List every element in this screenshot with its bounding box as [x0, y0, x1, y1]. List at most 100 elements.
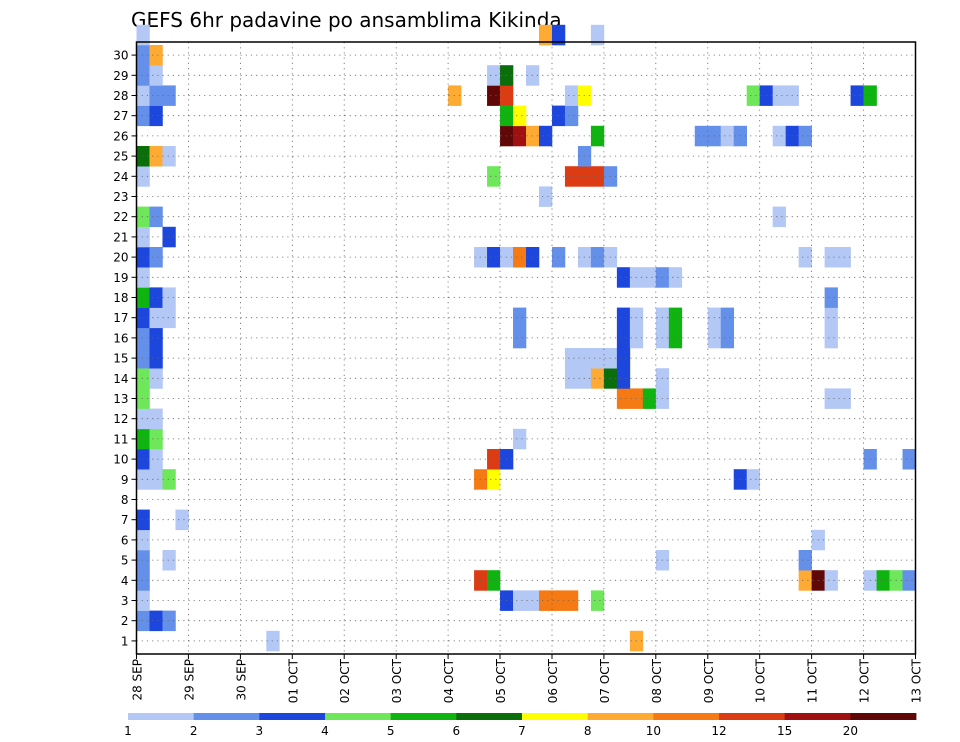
legend-swatch [193, 713, 260, 720]
precip-cell [136, 348, 150, 369]
precip-cell [746, 85, 760, 106]
precip-cell [136, 307, 150, 329]
precip-cell [149, 327, 163, 349]
precip-cell [642, 267, 657, 288]
precip-cell [149, 428, 163, 450]
legend-swatch [128, 713, 195, 720]
x-tick-label: 13 OCT [910, 658, 924, 703]
precipitation-cells [136, 24, 916, 652]
precip-cell [720, 327, 735, 349]
precip-cell [162, 146, 176, 167]
precip-cell [149, 105, 163, 127]
precip-cell [772, 125, 786, 147]
precip-cell [136, 45, 150, 66]
precip-cell [616, 348, 631, 369]
precip-cell [136, 206, 150, 228]
precip-cell [136, 428, 150, 450]
y-tick-label: 29 [113, 69, 128, 83]
precip-cell [487, 449, 501, 470]
precip-cell [564, 85, 579, 106]
precip-cell [136, 570, 150, 591]
precip-cell [136, 105, 150, 127]
precip-cell [149, 449, 163, 470]
precip-cell [850, 85, 864, 106]
precip-cell [798, 550, 812, 571]
precip-cell [824, 247, 838, 268]
y-axis-ticks: 1234567891011121314151617181920212223242… [113, 49, 137, 648]
precip-cell [564, 348, 579, 369]
precip-cell [564, 105, 579, 127]
legend-swatch [653, 713, 720, 720]
precip-cell [136, 550, 150, 571]
precip-cell [136, 388, 150, 409]
precip-cell [149, 206, 163, 228]
chart-title: GEFS 6hr padavine po ansamblima Kikinda [131, 8, 562, 32]
precip-cell [136, 449, 150, 470]
precip-cell [136, 226, 150, 248]
precip-cell [590, 368, 605, 389]
precip-cell [149, 348, 163, 369]
legend-label: 15 [777, 724, 792, 738]
precip-cell [487, 166, 501, 187]
precip-cell [720, 307, 735, 329]
x-tick-label: 09 OCT [702, 658, 716, 703]
y-tick-label: 22 [113, 210, 128, 224]
y-tick-label: 7 [121, 513, 129, 527]
precip-cell [162, 307, 176, 329]
precip-cell [824, 570, 838, 591]
legend-label: 3 [256, 724, 264, 738]
precip-cell [149, 85, 163, 106]
x-tick-label: 01 OCT [286, 658, 300, 703]
precip-cell [513, 428, 527, 450]
precip-cell [162, 610, 176, 632]
precip-cell [136, 166, 150, 187]
precip-cell [720, 125, 735, 147]
precip-cell [564, 368, 579, 389]
precip-cell [136, 24, 150, 46]
precip-cell [162, 550, 176, 571]
precip-cell [616, 388, 631, 409]
precip-cell [149, 65, 163, 86]
precip-cell [564, 590, 579, 611]
precip-cell [824, 287, 838, 308]
precip-cell [798, 125, 812, 147]
precip-cell [136, 610, 150, 632]
legend-label: 12 [711, 724, 726, 738]
precip-cell [136, 146, 150, 167]
precip-cell [746, 469, 760, 490]
precip-cell [538, 24, 553, 46]
x-tick-label: 02 OCT [338, 658, 352, 703]
precip-cell [149, 287, 163, 308]
x-tick-label: 30 SEP [234, 659, 248, 701]
y-tick-label: 30 [113, 49, 128, 63]
precip-cell [149, 368, 163, 389]
x-tick-label: 10 OCT [754, 658, 768, 703]
legend-label: 20 [843, 724, 858, 738]
precip-cell [513, 105, 527, 127]
precip-cell [149, 408, 163, 430]
y-tick-label: 4 [121, 574, 129, 588]
y-tick-label: 5 [121, 554, 129, 568]
color-legend: 1 2 3 4 5 6 7 8 10 12 15 20 [124, 713, 917, 738]
precip-cell [590, 24, 605, 46]
y-tick-label: 8 [121, 493, 129, 507]
legend-label: 2 [190, 724, 198, 738]
y-tick-label: 19 [113, 271, 128, 285]
y-tick-label: 25 [113, 150, 128, 164]
y-tick-label: 12 [113, 412, 128, 426]
precip-cell [136, 529, 150, 551]
precip-cell [616, 307, 631, 329]
y-tick-label: 13 [113, 392, 128, 406]
precip-cell [590, 247, 605, 268]
legend-swatch [719, 713, 786, 720]
precip-cell [694, 125, 709, 147]
precip-cell [136, 327, 150, 349]
precip-cell [551, 24, 566, 46]
precip-cell [136, 509, 150, 531]
precip-cell [136, 287, 150, 308]
x-tick-label: 11 OCT [806, 658, 820, 703]
legend-swatch [522, 713, 589, 720]
grid-lines [136, 42, 916, 654]
precip-cell [538, 590, 553, 611]
precip-cell [513, 125, 527, 147]
